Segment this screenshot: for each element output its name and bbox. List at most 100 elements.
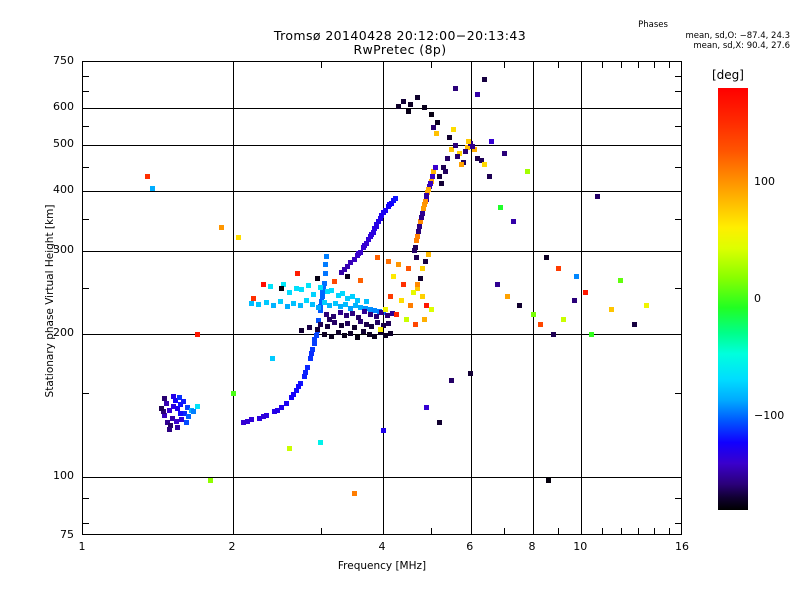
data-point [310,291,316,297]
data-point [175,406,181,412]
data-point [589,331,595,337]
data-point [293,285,299,291]
data-point [429,174,435,179]
data-point [560,316,566,322]
data-point [321,285,327,291]
data-point [330,313,336,319]
data-point [318,321,324,327]
data-point [166,407,172,413]
data-point [150,186,156,192]
data-point [288,394,294,400]
data-point [471,147,477,153]
data-point [287,445,293,451]
gridline-horizontal [83,107,681,109]
data-point [321,300,327,306]
data-point [338,303,344,309]
data-point [388,294,394,300]
data-point [516,302,522,308]
data-point [462,149,468,155]
data-point [380,322,386,328]
data-point [408,102,414,108]
data-point [235,234,241,240]
data-point [475,155,481,161]
data-point [543,255,549,261]
data-point [255,301,261,307]
data-point [162,412,168,418]
data-point [439,181,445,187]
data-point [350,294,356,300]
data-point [424,193,430,199]
data-point [163,400,169,406]
data-point [357,277,363,283]
data-point [423,196,429,202]
data-point [376,309,382,315]
data-point [195,403,201,409]
x-axis-minor-tick [601,528,603,534]
data-point [270,302,276,308]
statistics-header: Phases [638,20,668,30]
data-point [172,397,178,403]
data-point [348,330,354,336]
data-point [169,415,175,421]
data-point [353,302,359,308]
data-point [173,418,179,424]
data-point [168,423,174,429]
data-point [350,311,356,317]
data-point [583,289,589,295]
data-point [387,202,393,208]
data-point [427,181,433,187]
colorbar-tick-label: −100 [754,409,785,423]
gridline-horizontal [83,476,681,478]
data-point [322,271,328,277]
plot-title-subtitle: RwPretec (8p) [353,42,447,57]
phase-statistics-block: Phases mean, sd,O: −87.4, 24.3 mean, sd,… [560,20,790,52]
data-point [422,105,428,111]
y-axis-minor-tick [675,218,681,220]
data-point [249,417,255,423]
data-point [373,224,379,230]
data-point [383,332,389,338]
data-point [487,174,493,179]
data-point [323,253,329,259]
x-axis-minor-tick [320,528,322,534]
y-axis-minor-tick [675,125,681,127]
y-axis-minor-tick [83,288,89,290]
data-point [318,440,324,446]
data-point [419,294,425,300]
data-point [572,298,578,304]
data-point [443,169,449,175]
data-point [340,290,346,296]
data-point [307,324,313,330]
data-point [325,288,331,294]
data-point [377,326,383,332]
x-axis-minor-tick [558,528,560,534]
y-axis-tick-label: 750 [53,54,74,67]
data-point [278,405,284,410]
x-axis-title: Frequency [MHz] [337,560,427,572]
data-point [188,407,194,413]
data-point [160,409,166,415]
x-axis-minor-tick [601,62,603,68]
data-point [195,331,201,337]
data-point [335,329,341,335]
y-axis-tick-label: 300 [53,242,74,256]
data-point [433,164,439,170]
data-point [357,318,363,324]
data-point [296,384,302,390]
y-axis-minor-tick [83,218,89,220]
data-point [271,409,277,415]
data-point [396,262,402,268]
data-point [310,346,316,352]
data-point [264,412,270,418]
data-point [260,281,266,287]
y-axis-minor-tick [675,91,681,93]
data-point [437,174,443,179]
data-point [342,266,348,272]
data-point [488,138,494,144]
data-point [393,311,399,317]
data-point [366,331,372,337]
data-point [368,311,374,317]
data-point [351,324,357,330]
data-point [482,76,488,82]
data-point [356,250,362,256]
